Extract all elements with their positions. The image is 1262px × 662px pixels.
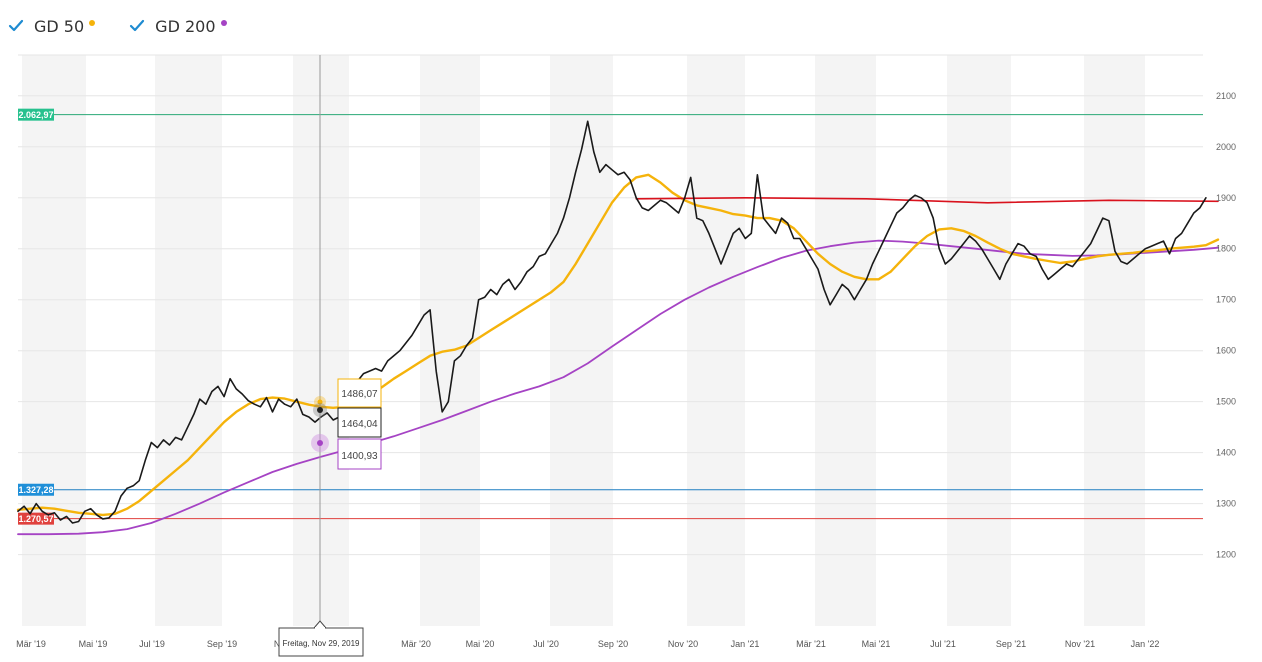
y-tick-label: 1700 [1216,295,1236,305]
level-tag-support2 [18,512,54,525]
legend-dot-gd200 [220,20,227,26]
month-band [947,55,1011,626]
y-tick-label: 1900 [1216,193,1236,203]
series-lines [16,120,1220,536]
level-tag-label: 1.327,28 [18,485,53,495]
x-tick-label: Jul '21 [930,639,956,649]
level-tag-label: 2.062,97 [18,110,53,120]
month-band [22,55,86,626]
y-tick-label: 1500 [1216,397,1236,407]
y-tick-label: 2000 [1216,142,1236,152]
y-tick-label: 1400 [1216,448,1236,458]
marker-gd50-core [317,399,323,405]
x-tick-label: Jul '19 [139,639,165,649]
tooltip-gd50-value: 1486,07 [341,389,378,400]
legend-dot-gd50 [89,20,96,26]
x-tick-label: Mai '20 [466,639,495,649]
x-tick-label: Mär '20 [401,639,431,649]
y-tick-label: 1800 [1216,244,1236,254]
horizontal-levels: 2.062,97 1.327,28 1.270,57 [18,108,1203,525]
month-band [687,55,745,626]
x-tick-label: Jan '22 [1131,639,1160,649]
gridlines [18,54,1203,556]
tooltip-date: Freitag, Nov 29, 2019 [278,620,364,657]
x-tick-label: Mär '21 [796,639,826,649]
checkmark-icon[interactable] [129,18,145,34]
x-tick-label: Mai '19 [79,639,108,649]
tooltip-price: 1464,04 [337,407,382,438]
x-tick-label: Sep '19 [207,639,237,649]
level-tag-label: 1.270,57 [18,514,53,524]
crosshair: 1486,07 1464,04 1400,93 Freitag, Nov 29,… [278,55,382,657]
series-line-price [17,120,1207,524]
y-tick-label: 1600 [1216,346,1236,356]
y-tick-label: 1300 [1216,499,1236,509]
legend-label-gd50: GD 50 [34,16,85,36]
month-band [550,55,613,626]
x-tick-label: Mär '19 [16,639,46,649]
x-tick-label: Nov '21 [1065,639,1095,649]
x-tick-label: Nov '20 [668,639,698,649]
tooltip-gd200-value: 1400,93 [341,451,378,462]
legend-label-gd200: GD 200 [155,16,216,36]
series-line-gd200 [17,239,1219,536]
x-tick-label: Sep '21 [996,639,1026,649]
legend-item-gd50[interactable]: GD 50 [8,16,96,36]
tooltip-date-label: Freitag, Nov 29, 2019 [283,639,360,648]
legend-item-gd200[interactable]: GD 200 [129,16,227,36]
tooltip-gd50: 1486,07 [337,378,382,408]
x-tick-label: Jan '21 [731,639,760,649]
month-band [293,55,349,626]
month-band [155,55,222,626]
level-tag-support1 [18,483,54,496]
chart-legend: GD 50 GD 200 [8,14,261,38]
marker-gd200-core [317,440,323,446]
tooltip-price-value: 1464,04 [341,419,378,430]
tooltip-gd200: 1400,93 [337,438,382,470]
y-tick-label: 2100 [1216,91,1236,101]
x-tick-label: Jul '20 [533,639,559,649]
y-tick-label: 1200 [1216,550,1236,560]
y-axis: 1200 1300 1400 1500 1600 1700 1800 1900 2000 2100 [1216,91,1236,560]
month-band [815,55,876,626]
series-line-gd50 [16,173,1220,517]
series-line-resistance [635,197,1219,204]
checkmark-icon[interactable] [8,18,24,34]
x-tick-label: Mai '21 [862,639,891,649]
level-tag-high [18,108,54,121]
x-tick-label: Sep '20 [598,639,628,649]
month-band [1084,55,1145,626]
marker-price-core [317,407,323,413]
